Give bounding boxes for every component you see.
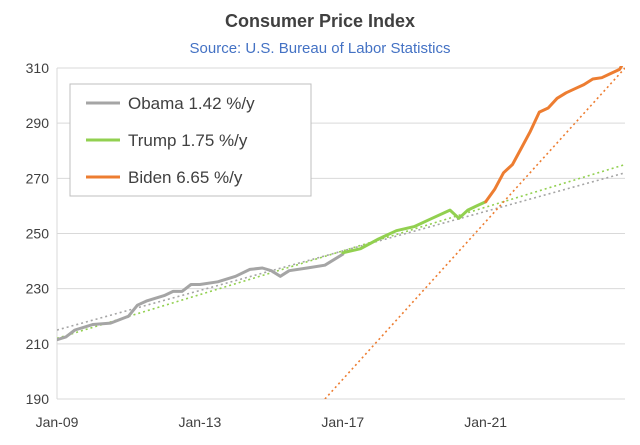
series-trump-line (341, 200, 488, 255)
chart-title: Consumer Price Index (225, 11, 415, 31)
chart-subtitle: Source: U.S. Bureau of Labor Statistics (190, 40, 451, 57)
legend-label: Trump 1.75 %/y (128, 131, 248, 150)
y-tick-label: 250 (26, 226, 50, 242)
y-tick-label: 290 (26, 115, 50, 131)
series-biden-line (484, 66, 624, 204)
series-obama-line (57, 252, 345, 342)
y-tick-label: 190 (26, 391, 50, 407)
trendlines (57, 67, 625, 399)
obama-trend-line (57, 172, 625, 331)
legend-label: Biden 6.65 %/y (128, 168, 243, 187)
y-axis-ticks: 190 210 230 250 270 290 310 (26, 60, 50, 407)
legend: Obama 1.42 %/y Trump 1.75 %/y Biden 6.65 %… (69, 83, 312, 197)
legend-label: Obama 1.42 %/y (128, 94, 255, 113)
x-tick-label: Jan-17 (321, 414, 364, 430)
series-lines (57, 66, 624, 342)
x-tick-label: Jan-09 (36, 414, 79, 430)
x-tick-label: Jan-21 (464, 414, 507, 430)
x-axis-ticks: Jan-09 Jan-13 Jan-17 Jan-21 (36, 414, 508, 430)
y-tick-label: 310 (26, 60, 50, 76)
x-tick-label: Jan-13 (178, 414, 221, 430)
y-tick-label: 210 (26, 336, 50, 352)
y-tick-label: 230 (26, 281, 50, 297)
y-tick-label: 270 (26, 170, 50, 186)
trump-trend-line (57, 163, 625, 340)
